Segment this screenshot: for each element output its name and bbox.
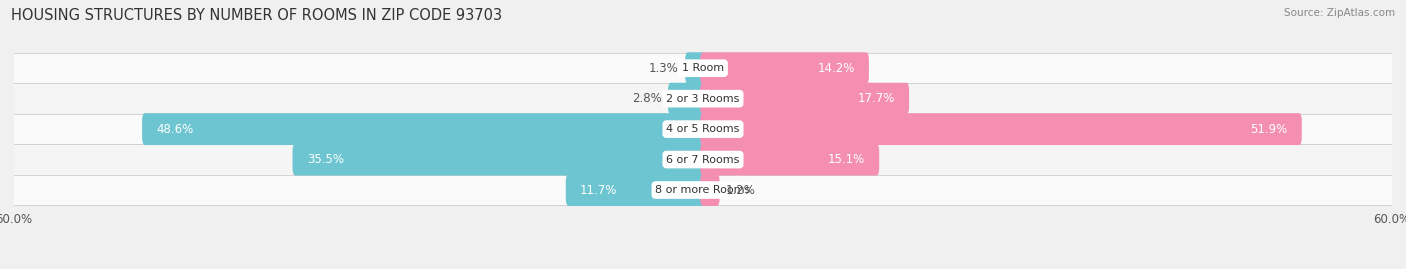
Text: 8 or more Rooms: 8 or more Rooms — [655, 185, 751, 195]
Text: 14.2%: 14.2% — [817, 62, 855, 75]
Text: 15.1%: 15.1% — [828, 153, 865, 166]
FancyBboxPatch shape — [565, 174, 706, 206]
Text: 11.7%: 11.7% — [581, 183, 617, 197]
Text: 2 or 3 Rooms: 2 or 3 Rooms — [666, 94, 740, 104]
FancyBboxPatch shape — [700, 174, 720, 206]
Text: 51.9%: 51.9% — [1250, 123, 1288, 136]
FancyBboxPatch shape — [668, 83, 706, 115]
FancyBboxPatch shape — [685, 52, 706, 84]
Text: 6 or 7 Rooms: 6 or 7 Rooms — [666, 155, 740, 165]
FancyBboxPatch shape — [700, 144, 879, 175]
Text: 1 Room: 1 Room — [682, 63, 724, 73]
FancyBboxPatch shape — [142, 113, 706, 145]
Text: 2.8%: 2.8% — [631, 92, 662, 105]
Text: HOUSING STRUCTURES BY NUMBER OF ROOMS IN ZIP CODE 93703: HOUSING STRUCTURES BY NUMBER OF ROOMS IN… — [11, 8, 502, 23]
FancyBboxPatch shape — [700, 83, 910, 115]
Text: 1.2%: 1.2% — [725, 183, 756, 197]
FancyBboxPatch shape — [14, 114, 1392, 144]
FancyBboxPatch shape — [700, 52, 869, 84]
Text: 1.3%: 1.3% — [650, 62, 679, 75]
FancyBboxPatch shape — [14, 175, 1392, 205]
Text: 4 or 5 Rooms: 4 or 5 Rooms — [666, 124, 740, 134]
Text: Source: ZipAtlas.com: Source: ZipAtlas.com — [1284, 8, 1395, 18]
FancyBboxPatch shape — [14, 144, 1392, 175]
FancyBboxPatch shape — [700, 113, 1302, 145]
Text: 48.6%: 48.6% — [156, 123, 194, 136]
Text: 17.7%: 17.7% — [858, 92, 894, 105]
FancyBboxPatch shape — [14, 83, 1392, 114]
FancyBboxPatch shape — [14, 53, 1392, 83]
FancyBboxPatch shape — [292, 144, 706, 175]
Text: 35.5%: 35.5% — [307, 153, 344, 166]
